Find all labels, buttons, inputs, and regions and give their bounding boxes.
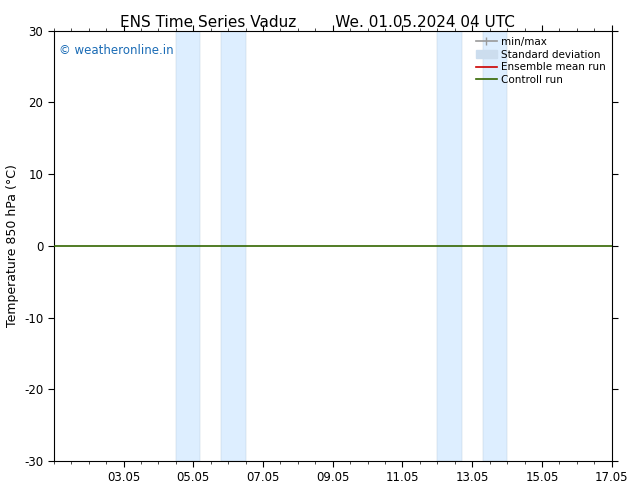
Legend: min/max, Standard deviation, Ensemble mean run, Controll run: min/max, Standard deviation, Ensemble me… xyxy=(472,33,610,89)
Y-axis label: Temperature 850 hPa (°C): Temperature 850 hPa (°C) xyxy=(6,165,18,327)
Bar xyxy=(176,31,200,461)
Bar xyxy=(482,31,507,461)
Text: © weatheronline.in: © weatheronline.in xyxy=(60,44,174,57)
Text: ENS Time Series Vaduz        We. 01.05.2024 04 UTC: ENS Time Series Vaduz We. 01.05.2024 04 … xyxy=(120,15,514,30)
Bar xyxy=(221,31,245,461)
Bar xyxy=(437,31,462,461)
